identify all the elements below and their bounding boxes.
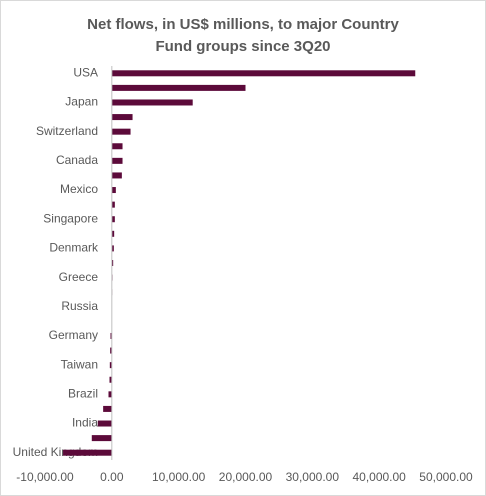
bar	[110, 332, 112, 339]
bar	[111, 201, 115, 208]
x-tick-label: 10,000.00	[152, 470, 206, 484]
bar	[111, 187, 116, 194]
x-tick-label: 20,000.00	[219, 470, 273, 484]
bar	[111, 216, 115, 223]
y-tick-label: Russia	[61, 299, 98, 313]
y-tick-label: Taiwan	[61, 357, 98, 371]
bar	[103, 405, 112, 412]
bar	[111, 114, 133, 121]
bar	[108, 391, 112, 398]
bar	[111, 99, 193, 106]
y-tick-label: Greece	[59, 270, 99, 284]
x-tick-label: -10,000.00	[16, 470, 74, 484]
bar	[63, 449, 112, 456]
y-tick-label: Canada	[56, 153, 98, 167]
x-tick-label: 30,000.00	[286, 470, 340, 484]
bar	[97, 420, 112, 427]
y-tick-label: Germany	[49, 328, 98, 342]
bar	[110, 347, 112, 354]
bar	[111, 260, 114, 266]
bar	[109, 376, 112, 383]
y-tick-label: India	[72, 416, 98, 430]
bar	[111, 128, 131, 135]
bar	[111, 245, 114, 252]
x-tick-label: 50,000.00	[419, 470, 473, 484]
bar	[111, 70, 416, 77]
y-tick-label: Mexico	[60, 182, 98, 196]
x-tick-label: 0.00	[100, 470, 124, 484]
y-tick-label: Brazil	[68, 387, 98, 401]
chart-title: Net flows, in US$ millions, to major Cou…	[87, 16, 399, 55]
bar	[111, 157, 123, 164]
y-tick-label: Singapore	[43, 211, 98, 225]
bar	[111, 84, 246, 91]
y-tick-label: Japan	[65, 95, 98, 109]
bar	[111, 230, 115, 237]
y-tick-label: USA	[73, 65, 98, 79]
y-tick-label: Denmark	[49, 241, 99, 255]
bar	[91, 435, 112, 442]
bar	[111, 143, 123, 150]
bar	[109, 362, 112, 369]
bar	[111, 172, 122, 179]
y-tick-label: Switzerland	[36, 124, 98, 138]
x-tick-label: 40,000.00	[352, 470, 406, 484]
